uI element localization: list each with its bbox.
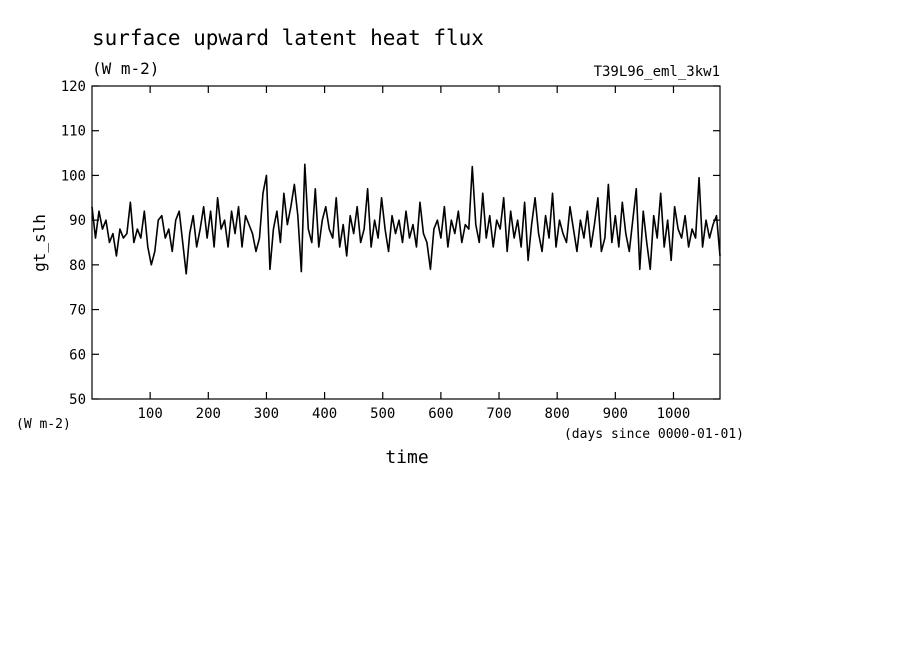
y-tick-label: 50 <box>69 392 86 408</box>
y-tick-label: 70 <box>69 303 86 319</box>
y-tick-label: 120 <box>61 79 86 95</box>
x-tick-label: 1000 <box>657 406 691 422</box>
y-tick-label: 100 <box>61 168 86 184</box>
y-tick-label: 90 <box>69 213 86 229</box>
y-axis-units: (W m-2) <box>16 417 71 432</box>
x-tick-label: 700 <box>486 406 511 422</box>
data-line <box>91 163 721 275</box>
x-tick-label: 300 <box>254 406 279 422</box>
y-tick-label: 110 <box>61 124 86 140</box>
x-tick-label: 600 <box>428 406 453 422</box>
y-axis-label: gt_slh <box>30 214 49 272</box>
chart-subtitle: (W m-2) <box>92 59 159 78</box>
x-tick-label: 900 <box>603 406 628 422</box>
x-axis-label: time <box>385 447 428 468</box>
y-tick-label: 60 <box>69 347 86 363</box>
x-tick-label: 200 <box>196 406 221 422</box>
x-tick-label: 500 <box>370 406 395 422</box>
y-tick-label: 80 <box>69 258 86 274</box>
x-axis-units: (days since 0000-01-01) <box>564 427 744 442</box>
x-tick-label: 800 <box>545 406 570 422</box>
x-tick-label: 400 <box>312 406 337 422</box>
x-tick-label: 100 <box>137 406 162 422</box>
plot-frame <box>91 85 721 400</box>
chart-title: surface upward latent heat flux <box>92 26 484 50</box>
annotation: T39L96_eml_3kw1 <box>594 64 720 80</box>
